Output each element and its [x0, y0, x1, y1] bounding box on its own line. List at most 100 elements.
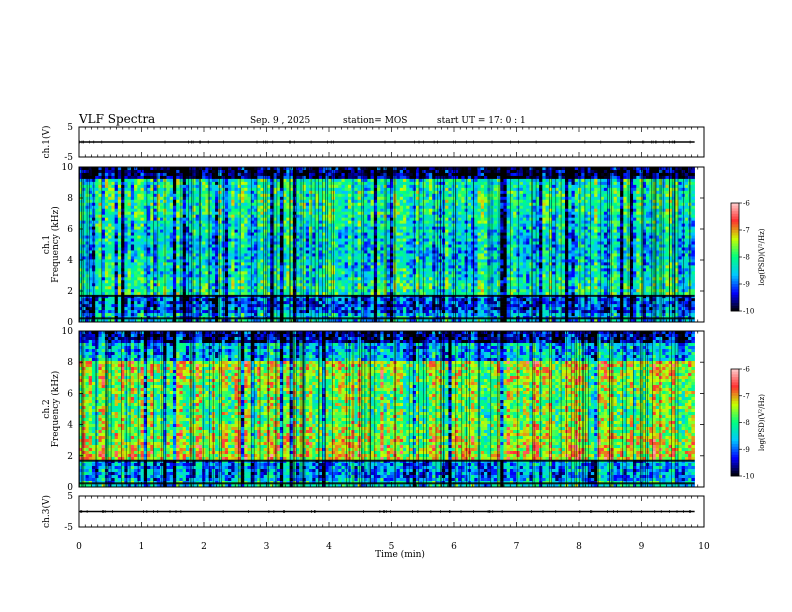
- spectrogram-cell: [260, 274, 264, 278]
- spectrogram-cell: [215, 199, 219, 204]
- spectrogram-cell: [82, 274, 86, 278]
- spectrogram-cell: [185, 205, 190, 210]
- spectrogram-cell: [260, 169, 264, 174]
- spectrogram-cell: [156, 187, 161, 192]
- spectrogram-cell: [208, 292, 213, 296]
- spectrogram-cell: [104, 196, 109, 201]
- spectrogram-cell: [182, 247, 187, 251]
- spectrogram-cell: [172, 256, 177, 260]
- spectrogram-cell: [179, 250, 183, 254]
- spectrogram-cell: [211, 167, 216, 171]
- spectrogram-cell: [88, 187, 93, 192]
- spectrogram-cell: [82, 220, 86, 224]
- spectrogram-cell: [302, 292, 307, 296]
- spectrogram-cell: [357, 256, 362, 260]
- spectrogram-cell: [325, 175, 329, 180]
- spectrogram-cell: [218, 181, 222, 186]
- spectrogram-cell: [108, 172, 112, 177]
- spectrogram-cell: [143, 268, 148, 272]
- spectrogram-cell: [117, 232, 122, 236]
- spectrogram-cell: [364, 205, 368, 210]
- spectrogram-cell: [241, 283, 245, 287]
- spectrogram-cell: [137, 202, 141, 207]
- spectrogram-cell: [276, 235, 281, 239]
- spectrogram-cell: [357, 259, 362, 263]
- spectrogram-cell: [357, 214, 362, 218]
- spectrogram-cell: [373, 289, 378, 293]
- spectrogram-cell: [172, 172, 177, 177]
- spectrogram-cell: [150, 214, 154, 218]
- spectrogram-cell: [215, 277, 219, 281]
- spectrogram-cell: [370, 175, 375, 180]
- spectrogram-cell: [208, 286, 213, 290]
- spectrogram-cell: [179, 169, 183, 174]
- spectrogram-cell: [101, 211, 106, 215]
- spectrogram-cell: [176, 247, 180, 251]
- spectrogram-cell: [179, 286, 183, 290]
- spectrogram-cell: [137, 181, 141, 186]
- spectrogram-cell: [322, 304, 326, 308]
- spectrogram-cell: [134, 184, 138, 189]
- spectrogram-cell: [231, 178, 235, 183]
- spectrogram-cell: [150, 181, 154, 186]
- spectrogram-cell: [338, 253, 342, 257]
- spectrogram-cell: [322, 271, 326, 275]
- spectrogram-cell: [231, 259, 235, 263]
- spectrogram-cell: [143, 289, 148, 293]
- spectrogram-cell: [341, 238, 345, 242]
- spectrogram-cell: [377, 232, 381, 236]
- spectrogram-cell: [101, 223, 106, 227]
- spectrogram-cell: [169, 232, 174, 236]
- spectrogram-cell: [147, 229, 151, 233]
- spectrogram-cell: [338, 262, 342, 266]
- spectrogram-cell: [153, 184, 158, 189]
- spectrogram-cell: [147, 259, 151, 263]
- spectrogram-cell: [224, 319, 229, 323]
- spectrogram-cell: [104, 301, 109, 305]
- spectrogram-cell: [205, 169, 209, 174]
- spectrogram-cell: [101, 247, 106, 251]
- spectrogram-cell: [344, 313, 349, 317]
- spectrogram-cell: [195, 313, 200, 317]
- spectrogram-cell: [338, 238, 342, 242]
- spectrogram-cell: [192, 226, 196, 230]
- spectrogram-cell: [208, 256, 213, 260]
- spectrogram-cell: [82, 238, 86, 242]
- spectrogram-cell: [360, 265, 365, 269]
- spectrogram-cell: [338, 172, 342, 177]
- spectrogram-cell: [172, 244, 177, 248]
- spectrogram-cell: [176, 229, 180, 233]
- spectrogram-cell: [82, 265, 86, 269]
- spectrogram-cell: [344, 226, 349, 230]
- spectrogram-cell: [296, 187, 300, 192]
- spectrogram-cell: [208, 304, 213, 308]
- spectrogram-cell: [260, 310, 264, 314]
- spectrogram-cell: [215, 196, 219, 201]
- spectrogram-cell: [182, 277, 187, 281]
- spectrogram-cell: [338, 181, 342, 186]
- spectrogram-cell: [296, 253, 300, 257]
- spectrogram-cell: [147, 313, 151, 317]
- spectrogram-cell: [253, 259, 258, 263]
- spectrogram-cell: [215, 169, 219, 174]
- spectrogram-cell: [185, 187, 190, 192]
- spectrogram-cell: [156, 244, 161, 248]
- spectrogram-cell: [283, 274, 287, 278]
- spectrogram-cell: [305, 238, 310, 242]
- spectrogram-cell: [312, 250, 316, 254]
- spectrogram-cell: [130, 232, 135, 236]
- spectrogram-cell: [357, 217, 362, 221]
- spectrogram-cell: [386, 265, 391, 269]
- spectrogram-cell: [237, 283, 242, 287]
- spectrogram-cell: [286, 292, 290, 296]
- spectrogram-cell: [247, 202, 252, 207]
- spectrogram-cell: [224, 307, 229, 311]
- spectrogram-cell: [260, 202, 264, 207]
- spectrogram-cell: [114, 253, 119, 257]
- spectrogram-cell: [140, 226, 145, 230]
- spectrogram-cell: [127, 238, 132, 242]
- spectrogram-cell: [383, 262, 388, 266]
- spectrogram-cell: [189, 298, 193, 302]
- spectrogram-cell: [101, 274, 106, 278]
- spectrogram-cell: [325, 235, 329, 239]
